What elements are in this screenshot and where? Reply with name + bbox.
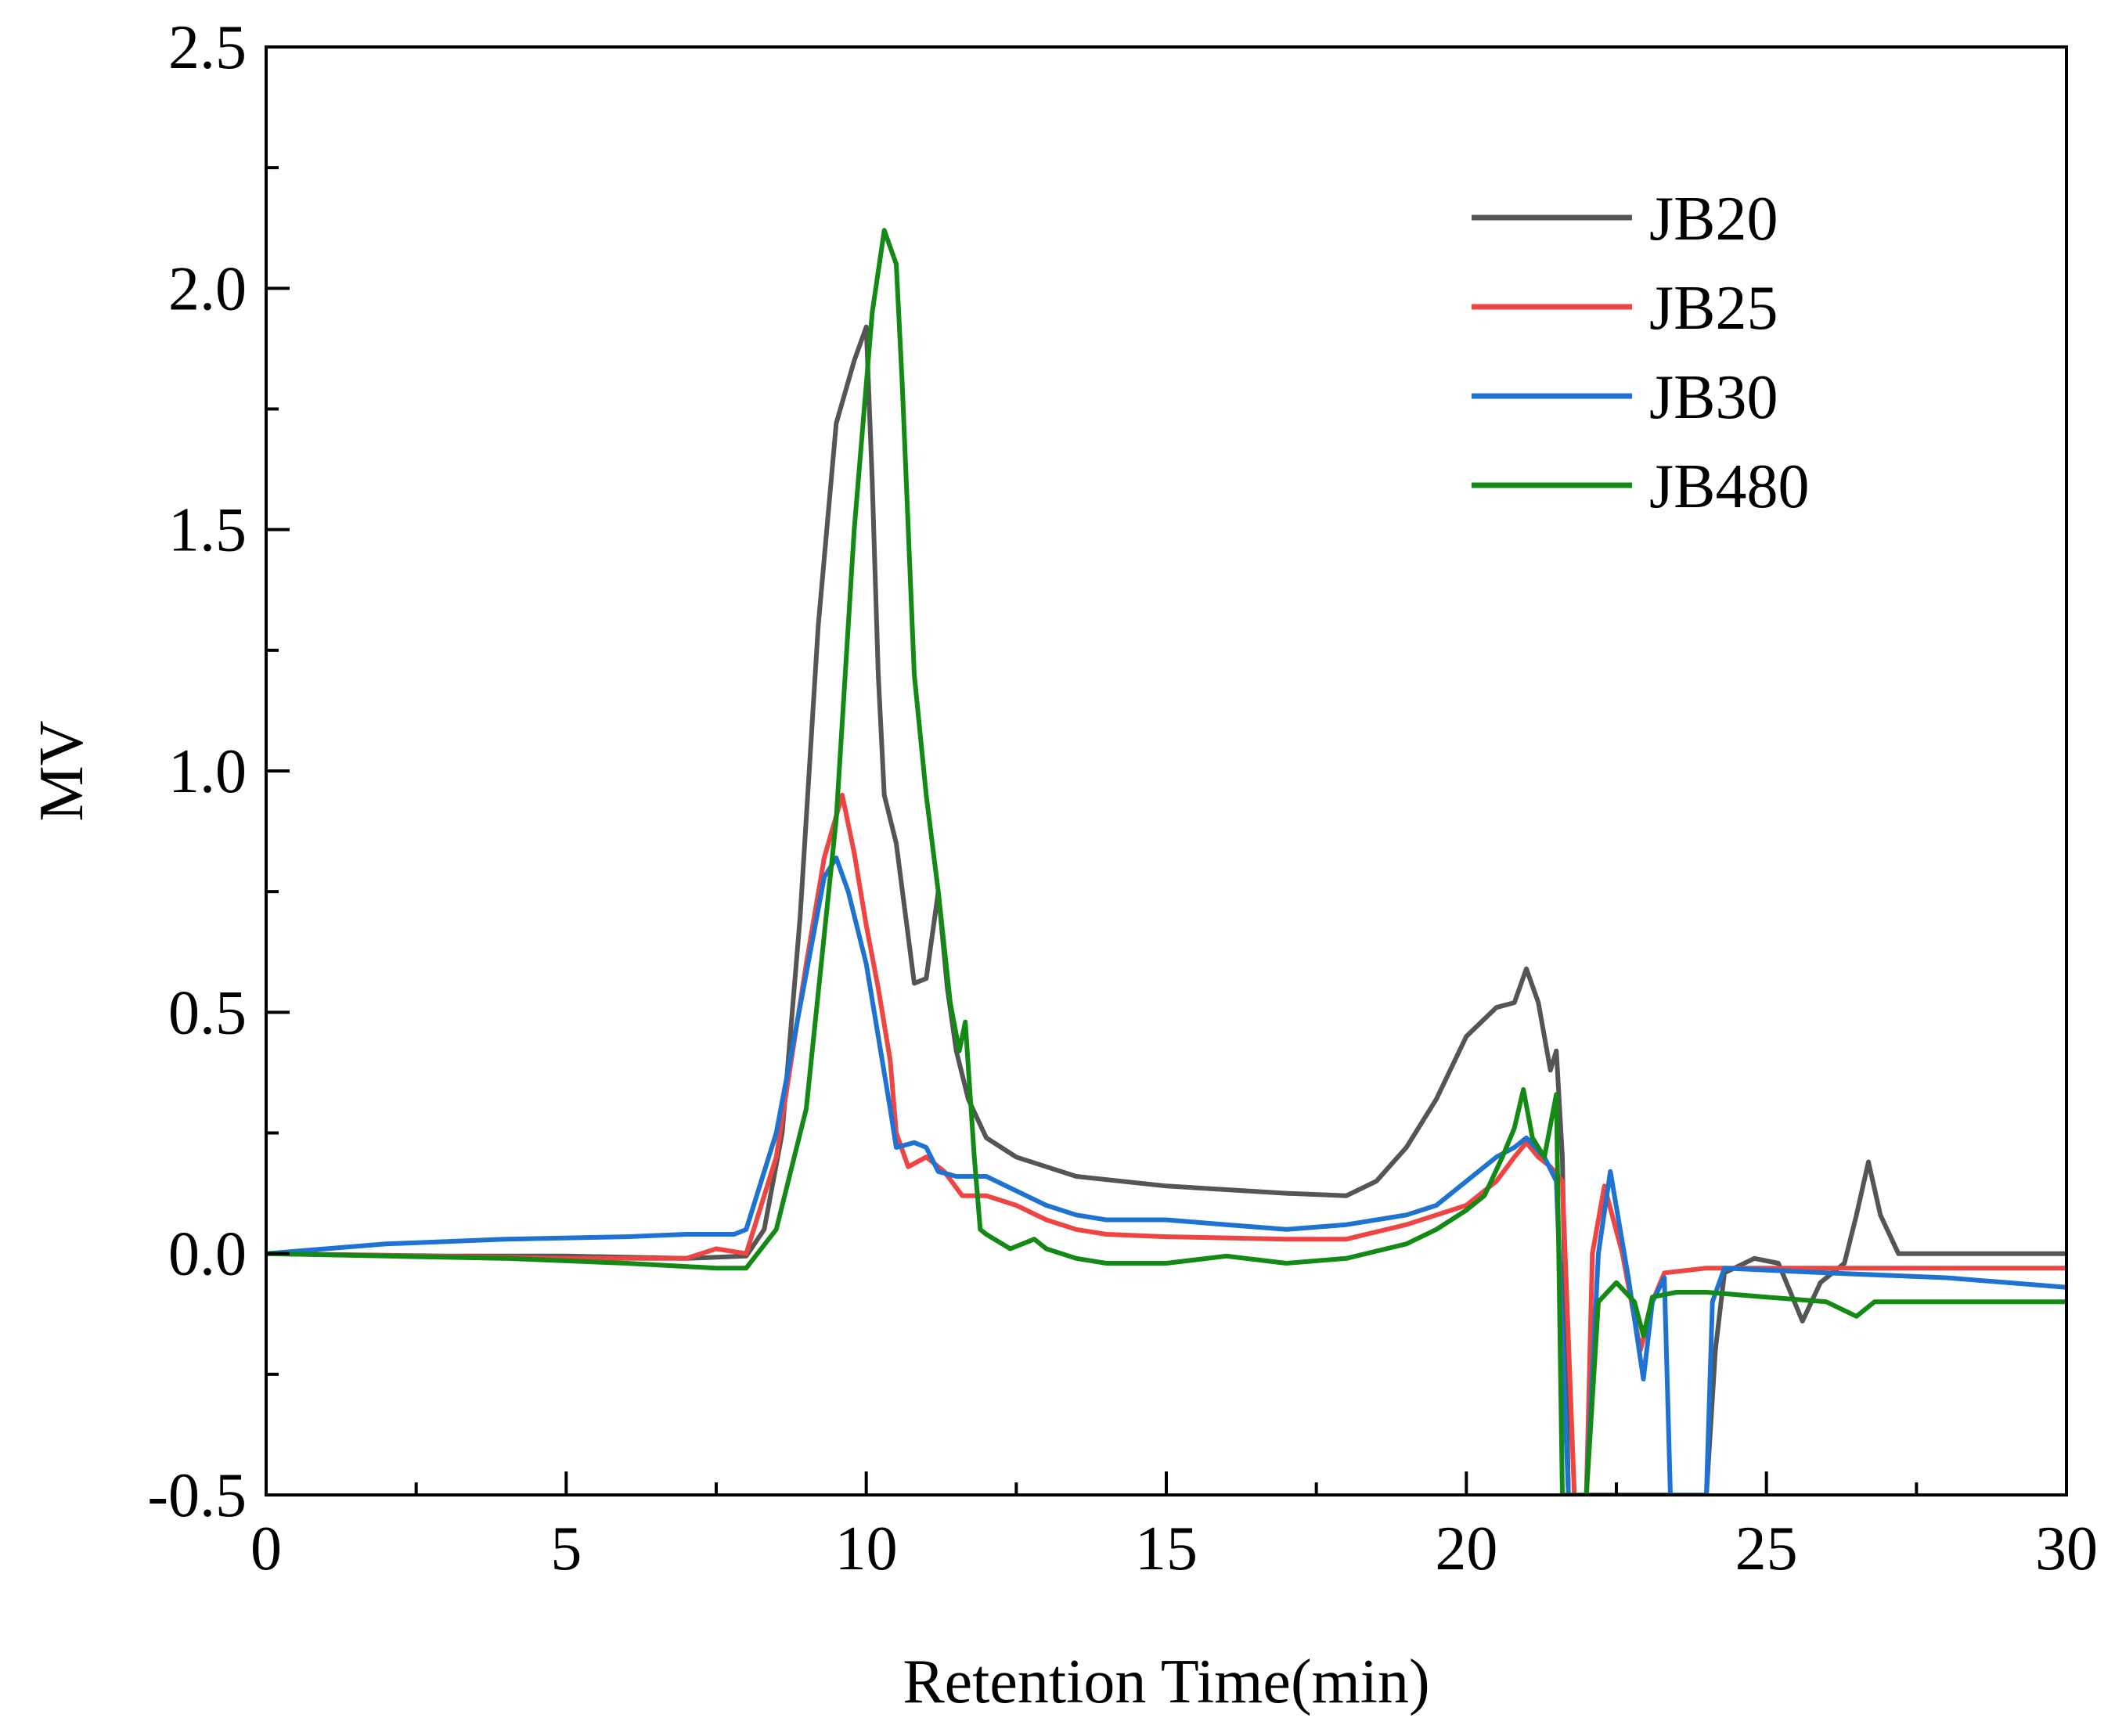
- series-line-jb25: [266, 792, 2066, 1495]
- y-tick-label: 2.0: [168, 254, 247, 323]
- x-tick-label: 0: [250, 1514, 282, 1583]
- x-tick-label: 10: [835, 1514, 898, 1583]
- y-axis-title: MV: [27, 721, 96, 822]
- y-tick-label: -0.5: [147, 1461, 247, 1530]
- legend-label-jb30: JB30: [1649, 363, 1778, 432]
- x-tick-label: 20: [1435, 1514, 1497, 1583]
- series-line-jb30: [266, 855, 2066, 1495]
- plot-frame: [265, 45, 2068, 1496]
- series-line-jb480: [266, 228, 2066, 1495]
- y-tick-label: 1.0: [168, 737, 247, 806]
- x-tick-label: 30: [2035, 1514, 2098, 1583]
- y-tick-label: 1.5: [168, 496, 247, 565]
- x-tick-label: 5: [550, 1514, 582, 1583]
- legend: JB20 JB25 JB30 JB480: [1472, 185, 1810, 521]
- y-axis: -0.5 0.0 0.5 1.0 1.5 2.0 2.5: [147, 13, 290, 1530]
- legend-label-jb20: JB20: [1649, 185, 1778, 254]
- series-layer: [266, 228, 2066, 1495]
- x-tick-label: 15: [1135, 1514, 1198, 1583]
- x-axis-title: Retention Time(min): [903, 1648, 1429, 1716]
- y-tick-label: 0.0: [168, 1220, 247, 1289]
- y-tick-label: 0.5: [168, 978, 247, 1047]
- y-tick-label: 2.5: [168, 13, 247, 82]
- series-line-jb20: [266, 324, 2066, 1495]
- legend-label-jb480: JB480: [1649, 452, 1810, 521]
- legend-label-jb25: JB25: [1649, 274, 1778, 343]
- x-axis: 0 5 10 15 20 25 30: [250, 1471, 2098, 1583]
- x-tick-label: 25: [1735, 1514, 1798, 1583]
